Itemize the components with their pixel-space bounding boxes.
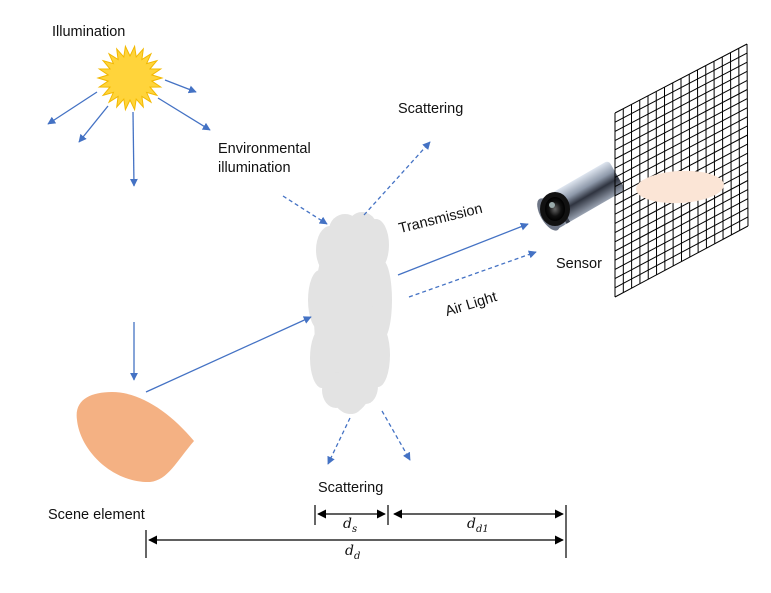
sensor-label: Sensor [556, 256, 602, 272]
sensor-camera-icon [533, 159, 626, 234]
distance-ds-label: ds [343, 516, 357, 535]
sun-icon [98, 46, 162, 109]
scene-element-label: Scene element [48, 507, 145, 523]
image-plane-grid [615, 44, 748, 297]
illumination-label: Illumination [52, 24, 125, 40]
environmental-illumination-label-line2: illumination [218, 160, 291, 176]
air-light-arrow [409, 252, 536, 297]
scattering-top-label: Scattering [398, 101, 463, 117]
scattering-bottom-label: Scattering [318, 480, 383, 496]
distance-dd-label: dd [345, 543, 360, 562]
scene-element-shape [77, 392, 194, 482]
distance-dd1-label: dd1 [467, 516, 489, 535]
environmental-illumination-arrow [283, 196, 327, 224]
scattering-medium-cloud [308, 212, 392, 414]
scene-to-medium-arrow [146, 317, 311, 392]
environmental-illumination-label-line1: Environmental [218, 141, 311, 157]
